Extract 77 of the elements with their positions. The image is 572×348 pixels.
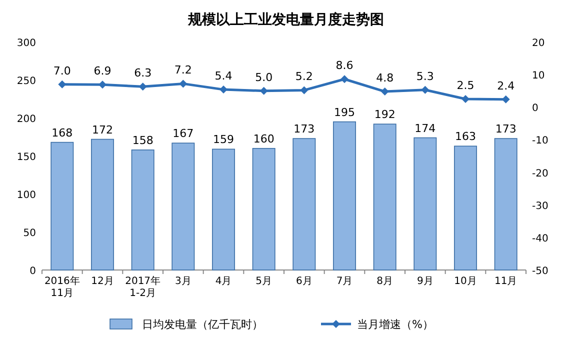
data-label: 158 [132,134,154,147]
data-label: 173 [495,122,516,136]
point [58,80,66,88]
data-label: 5.4 [214,70,232,83]
data-label: 172 [92,123,113,136]
point [421,86,430,94]
x-tick-label: 8月 [376,276,394,287]
bar [454,146,477,270]
y-tick-label: 0 [30,266,36,277]
point [300,86,308,94]
point [179,80,188,88]
data-label: 7.0 [53,64,71,78]
point [462,95,470,103]
y-tick-label: 100 [16,190,36,201]
bar [50,142,74,270]
data-label: 7.2 [174,64,192,77]
bar [494,138,518,270]
y2-tick-label: -20 [532,168,548,180]
bar [414,137,437,270]
data-label: 173 [294,122,315,136]
x-tick-label: 2017年 1-2月 [125,275,161,299]
legend-label: 当月增速（%） [357,318,434,331]
chart-title: 规模以上工业发电量月度走势图 [187,11,384,28]
data-label: 5.2 [295,70,313,84]
x-tick-label: 12月 [91,276,114,287]
data-label: 4.8 [376,72,394,85]
x-tick-label: 11月 [494,276,518,287]
point [138,82,147,91]
x-tick-label: 6月 [296,276,312,287]
y-tick-label: 50 [23,228,36,239]
data-label: 6.9 [94,64,112,78]
data-label: 159 [213,133,234,146]
data-label: 2.4 [497,79,515,92]
bar [212,148,235,270]
y-tick-label: 250 [16,76,36,87]
legend-label: 日均发电量（亿千瓦时） [142,318,263,331]
y2-tick-label: 20 [532,38,545,49]
y2-tick-label: -40 [532,233,548,244]
point [220,86,228,94]
data-label: 168 [52,126,73,140]
data-label: 160 [253,132,274,146]
y2-tick-label: 0 [532,103,538,114]
bar [172,142,195,270]
y-tick-label: 200 [16,114,36,125]
y-tick-label: 300 [16,38,36,49]
x-tick-label: 7月 [336,276,353,287]
x-tick-label: 2016年 11月 [44,275,80,299]
y2-tick-label: -10 [532,136,548,147]
data-label: 5.3 [416,70,434,83]
bar [131,150,154,270]
data-label: 6.3 [134,66,152,80]
point [340,75,348,84]
x-tick-label: 3月 [174,276,192,287]
point [502,95,510,104]
bar [292,138,316,270]
y2-tick-label: -50 [532,266,548,277]
y2-tick-label: 10 [532,70,545,82]
x-tick-label: 5月 [256,276,272,287]
y2-tick-label: -30 [532,200,548,212]
data-label: 8.6 [336,59,354,72]
data-label: 167 [172,127,194,140]
y-tick-label: 150 [16,152,36,163]
data-label: 192 [374,108,396,122]
point [380,88,389,96]
point [98,80,106,89]
bar [252,148,276,270]
x-tick-label: 4月 [215,276,232,287]
data-label: 2.5 [456,79,474,92]
bar [91,138,114,270]
x-tick-label: 9月 [416,276,434,287]
bar [373,124,396,270]
data-label: 174 [414,122,436,135]
data-label: 195 [334,106,355,119]
data-label: 5.0 [255,70,273,84]
data-label: 163 [455,130,476,144]
bar [333,121,356,270]
x-tick-label: 10月 [454,276,477,287]
